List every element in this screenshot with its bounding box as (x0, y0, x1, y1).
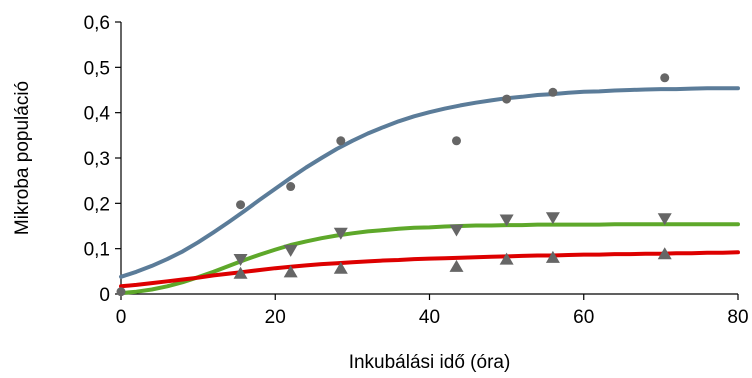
fit-curve-2 (119, 222, 740, 296)
data-point (336, 136, 346, 146)
data-point (116, 287, 126, 297)
data-point (657, 213, 672, 226)
tick-marks: 0 0,1 0,2 0,3 0,4 0,5 0,6 0 20 40 60 80 (84, 13, 749, 328)
y-tick-label: 0,3 (84, 149, 110, 170)
fit-curve-3 (119, 250, 740, 289)
data-point (502, 94, 512, 104)
data-point (545, 212, 560, 225)
data-point (499, 252, 514, 265)
y-tick-label: 0,1 (84, 240, 110, 261)
data-point (449, 224, 464, 237)
data-point (333, 261, 348, 274)
data-point (333, 227, 348, 240)
y-tick-label: 0 (99, 285, 110, 306)
data-point (286, 182, 296, 192)
x-axis-title: Inkubálási idő (óra) (349, 352, 511, 373)
data-point (449, 259, 464, 272)
fit-curve-1 (119, 86, 740, 279)
y-tick-label: 0,4 (84, 104, 111, 125)
x-tick-label: 0 (116, 307, 127, 328)
data-point (283, 265, 298, 278)
y-tick-label: 0,6 (84, 13, 110, 34)
data-point (657, 247, 672, 260)
y-tick-label: 0,2 (84, 194, 110, 215)
data-point (545, 250, 560, 263)
x-tick-label: 20 (265, 307, 286, 328)
data-point (451, 136, 461, 146)
data-point (233, 254, 248, 266)
data-point (283, 244, 298, 257)
y-axis-title: Mikroba populáció (12, 81, 33, 235)
data-points (116, 73, 672, 297)
data-point (233, 266, 248, 279)
x-tick-label: 80 (727, 307, 748, 328)
fit-curves (119, 86, 740, 296)
data-point (499, 214, 514, 227)
data-point (548, 87, 558, 97)
data-point (236, 200, 246, 210)
data-point (660, 73, 670, 83)
x-tick-label: 60 (573, 307, 594, 328)
y-tick-label: 0,5 (84, 58, 110, 79)
x-tick-label: 40 (419, 307, 440, 328)
